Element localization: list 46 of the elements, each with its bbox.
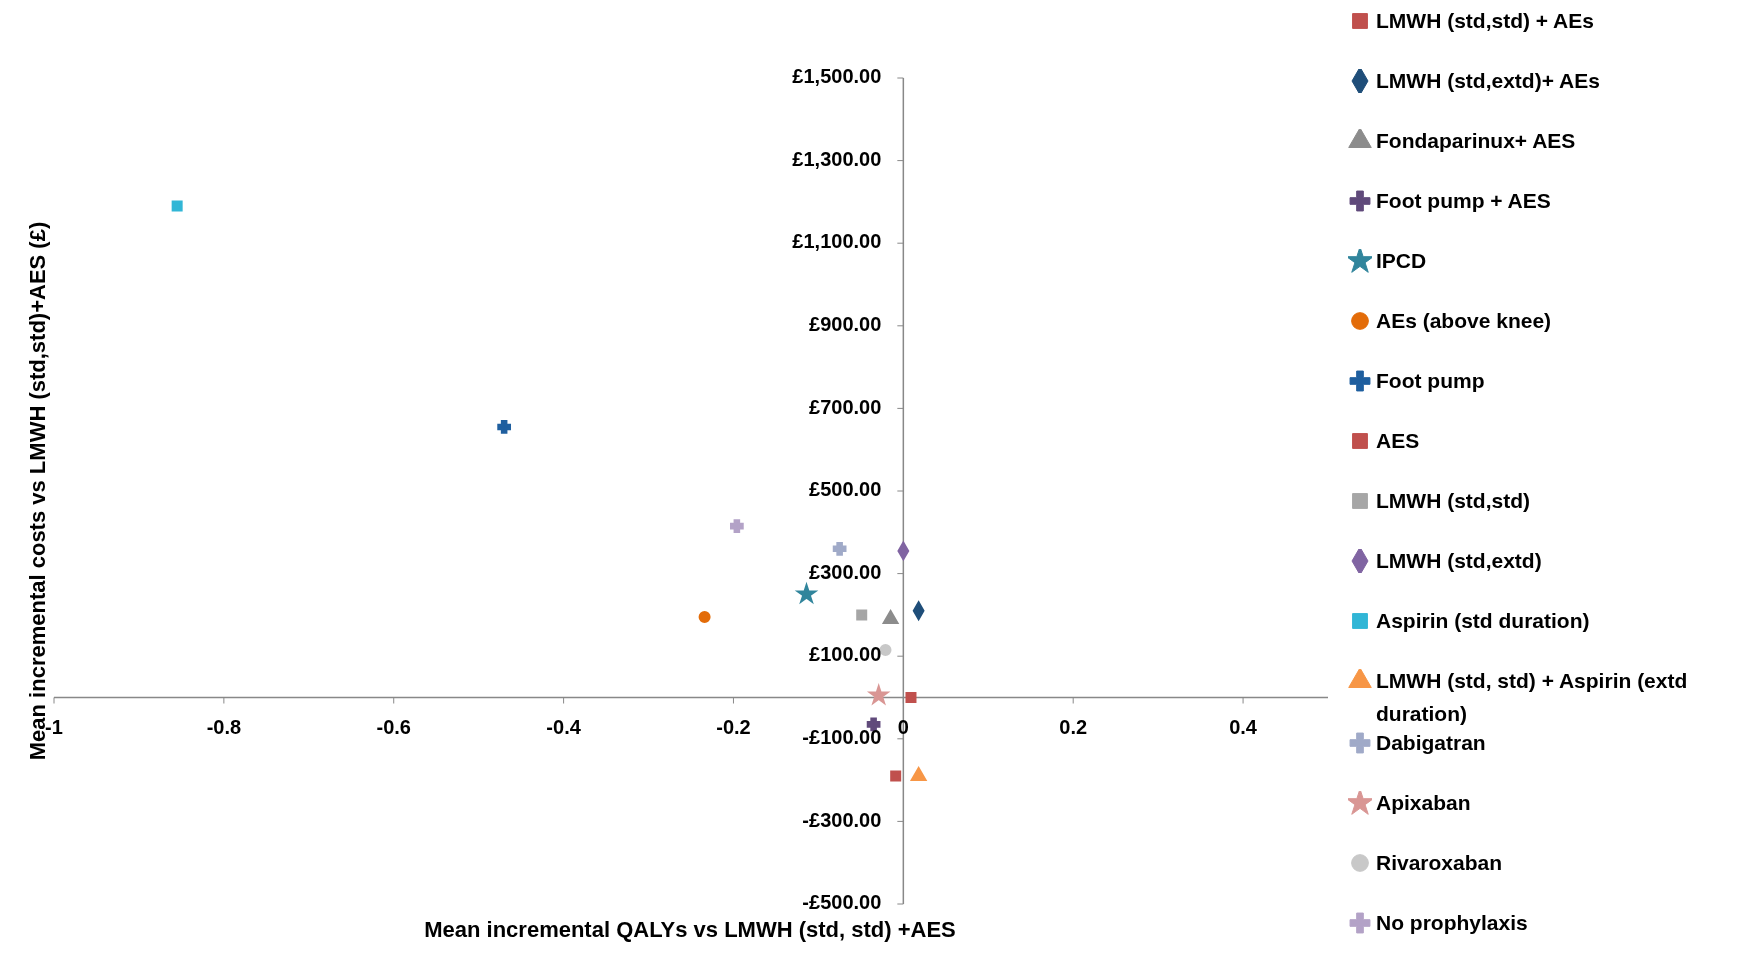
legend-label: Foot pump <box>1376 368 1485 394</box>
point <box>856 609 868 621</box>
x-tick-label: 0.2 <box>1059 715 1088 738</box>
legend-label: IPCD <box>1376 248 1427 274</box>
point <box>497 420 512 434</box>
legend-label: LMWH (std,extd)+ AEs <box>1376 68 1600 94</box>
point <box>698 610 711 623</box>
legend-label: AEs (above knee) <box>1376 308 1552 334</box>
legend-label: LMWH (std,extd) <box>1376 548 1542 574</box>
x-axis-title: Mean incremental QALYs vs LMWH (std, std) +AES <box>423 917 957 943</box>
y-tick-label: £1,300.00 <box>792 147 882 170</box>
legend-label: Foot pump + AES <box>1376 188 1551 214</box>
x-tick-label: -0.8 <box>206 715 242 738</box>
y-tick-label: £300.00 <box>809 560 882 583</box>
y-tick-label: £1,500.00 <box>792 65 882 88</box>
point <box>883 610 899 625</box>
x-tick-label: 0 <box>897 715 909 738</box>
point <box>730 519 744 533</box>
legend-label: Aspirin (std duration) <box>1376 608 1590 634</box>
point <box>911 767 927 781</box>
point <box>171 200 183 212</box>
x-tick-label: -1 <box>45 715 63 738</box>
legend-label: LMWH (std,std) <box>1376 488 1530 514</box>
x-tick-label: -0.2 <box>716 715 751 738</box>
y-tick-label: £100.00 <box>809 643 882 666</box>
legend-label: No prophylaxis <box>1376 910 1528 936</box>
y-tick-label: £1,100.00 <box>792 230 882 253</box>
point <box>832 541 847 556</box>
point <box>890 770 902 782</box>
y-tick-label: £700.00 <box>809 395 882 418</box>
y-tick-label: -£500.00 <box>802 891 882 914</box>
legend-label: Dabigatran <box>1376 730 1486 756</box>
x-tick-label: 0.4 <box>1229 715 1258 738</box>
y-tick-label: £500.00 <box>809 478 882 501</box>
y-tick-label: £900.00 <box>809 313 882 336</box>
x-tick-label: -0.4 <box>546 715 582 738</box>
legend-label: Fondaparinux+ AES <box>1376 128 1576 154</box>
legend-label: LMWH (std, std) + Aspirin (extd duration) <box>1376 668 1689 727</box>
legend-label: LMWH (std,std) + AEs <box>1376 8 1594 34</box>
x-tick-label: -0.6 <box>376 715 411 738</box>
y-tick-label: -£300.00 <box>802 808 882 831</box>
y-tick-label: -£100.00 <box>802 726 882 749</box>
legend-label: Rivaroxaban <box>1376 850 1503 876</box>
point <box>905 692 917 703</box>
legend-label: AES <box>1376 428 1420 454</box>
legend-label: Apixaban <box>1376 790 1471 816</box>
